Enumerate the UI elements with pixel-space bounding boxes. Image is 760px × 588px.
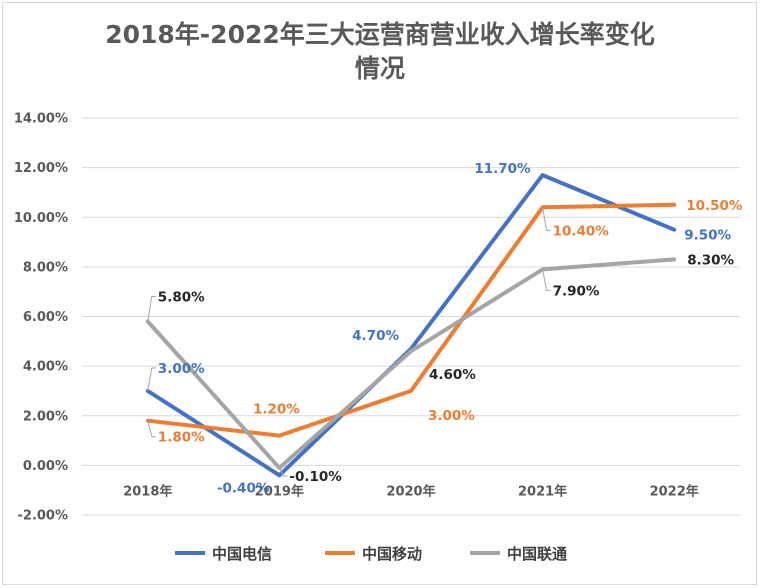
y-tick-label: 14.00% (14, 112, 68, 127)
legend-label: 中国移动 (362, 545, 422, 563)
data-labels: 3.00% -0.40% 4.70% 11.70% 9.50% 1.80% 1.20% 3.0… (158, 161, 743, 496)
y-tick-label: 10.00% (14, 211, 68, 226)
series-line (145, 173, 677, 478)
y-tick-label: 8.00% (23, 260, 68, 275)
y-tick-label: 0.00% (23, 459, 68, 474)
label-leader-line (147, 420, 156, 438)
data-label: 5.80% (158, 289, 205, 305)
data-label: 1.80% (158, 430, 205, 446)
legend-label: 中国联通 (507, 545, 567, 563)
series-line (145, 202, 677, 438)
label-leader-line (278, 467, 288, 477)
y-axis-tick-labels: -2.00% 0.00% 2.00% 4.00% 6.00% 8.00% 10.00% 12.… (14, 112, 68, 524)
series-lines (145, 173, 677, 478)
chart-title: 2018年-2022年三大运营商营业收入增长率变化 情况 (0, 18, 760, 86)
x-tick-label: 2019年 (255, 483, 304, 499)
y-tick-label: 2.00% (23, 409, 68, 424)
data-label: 3.00% (158, 361, 205, 377)
data-label: 7.90% (553, 283, 600, 299)
label-leader-line (147, 295, 156, 322)
x-tick-label: 2021年 (518, 483, 567, 499)
x-tick-label: 2022年 (650, 483, 699, 499)
gridlines (82, 117, 740, 516)
y-tick-label: 6.00% (23, 310, 68, 325)
data-label: 1.20% (253, 402, 300, 418)
data-label: 3.00% (428, 408, 475, 424)
data-label: 11.70% (474, 161, 531, 177)
x-tick-label: 2020年 (386, 483, 435, 499)
label-leader-line (542, 207, 551, 231)
label-leader-line (542, 269, 551, 291)
label-leader-lines (147, 207, 551, 477)
y-tick-label: 4.00% (23, 360, 68, 375)
legend-label: 中国电信 (212, 545, 272, 563)
x-tick-label: 2018年 (123, 483, 172, 499)
data-label: 4.60% (429, 367, 476, 383)
x-axis-tick-labels: 2018年 2019年 2020年 2021年 2022年 (123, 483, 699, 499)
data-label: -0.40% (217, 480, 270, 496)
label-leader-line (147, 367, 156, 392)
y-tick-label: -2.00% (18, 509, 69, 524)
chart-title-line-1: 2018年-2022年三大运营商营业收入增长率变化 (105, 20, 655, 49)
data-label: 4.70% (352, 328, 399, 344)
series-line (145, 257, 677, 470)
data-label: 10.40% (553, 223, 610, 239)
data-label: 9.50% (684, 228, 731, 244)
legend: 中国电信 中国移动 中国联通 (175, 545, 567, 563)
data-label: 10.50% (686, 198, 743, 214)
data-label: -0.10% (289, 469, 342, 485)
data-label: 8.30% (687, 252, 734, 268)
y-tick-label: 12.00% (14, 161, 68, 176)
chart-title-line-2: 情况 (354, 54, 405, 83)
